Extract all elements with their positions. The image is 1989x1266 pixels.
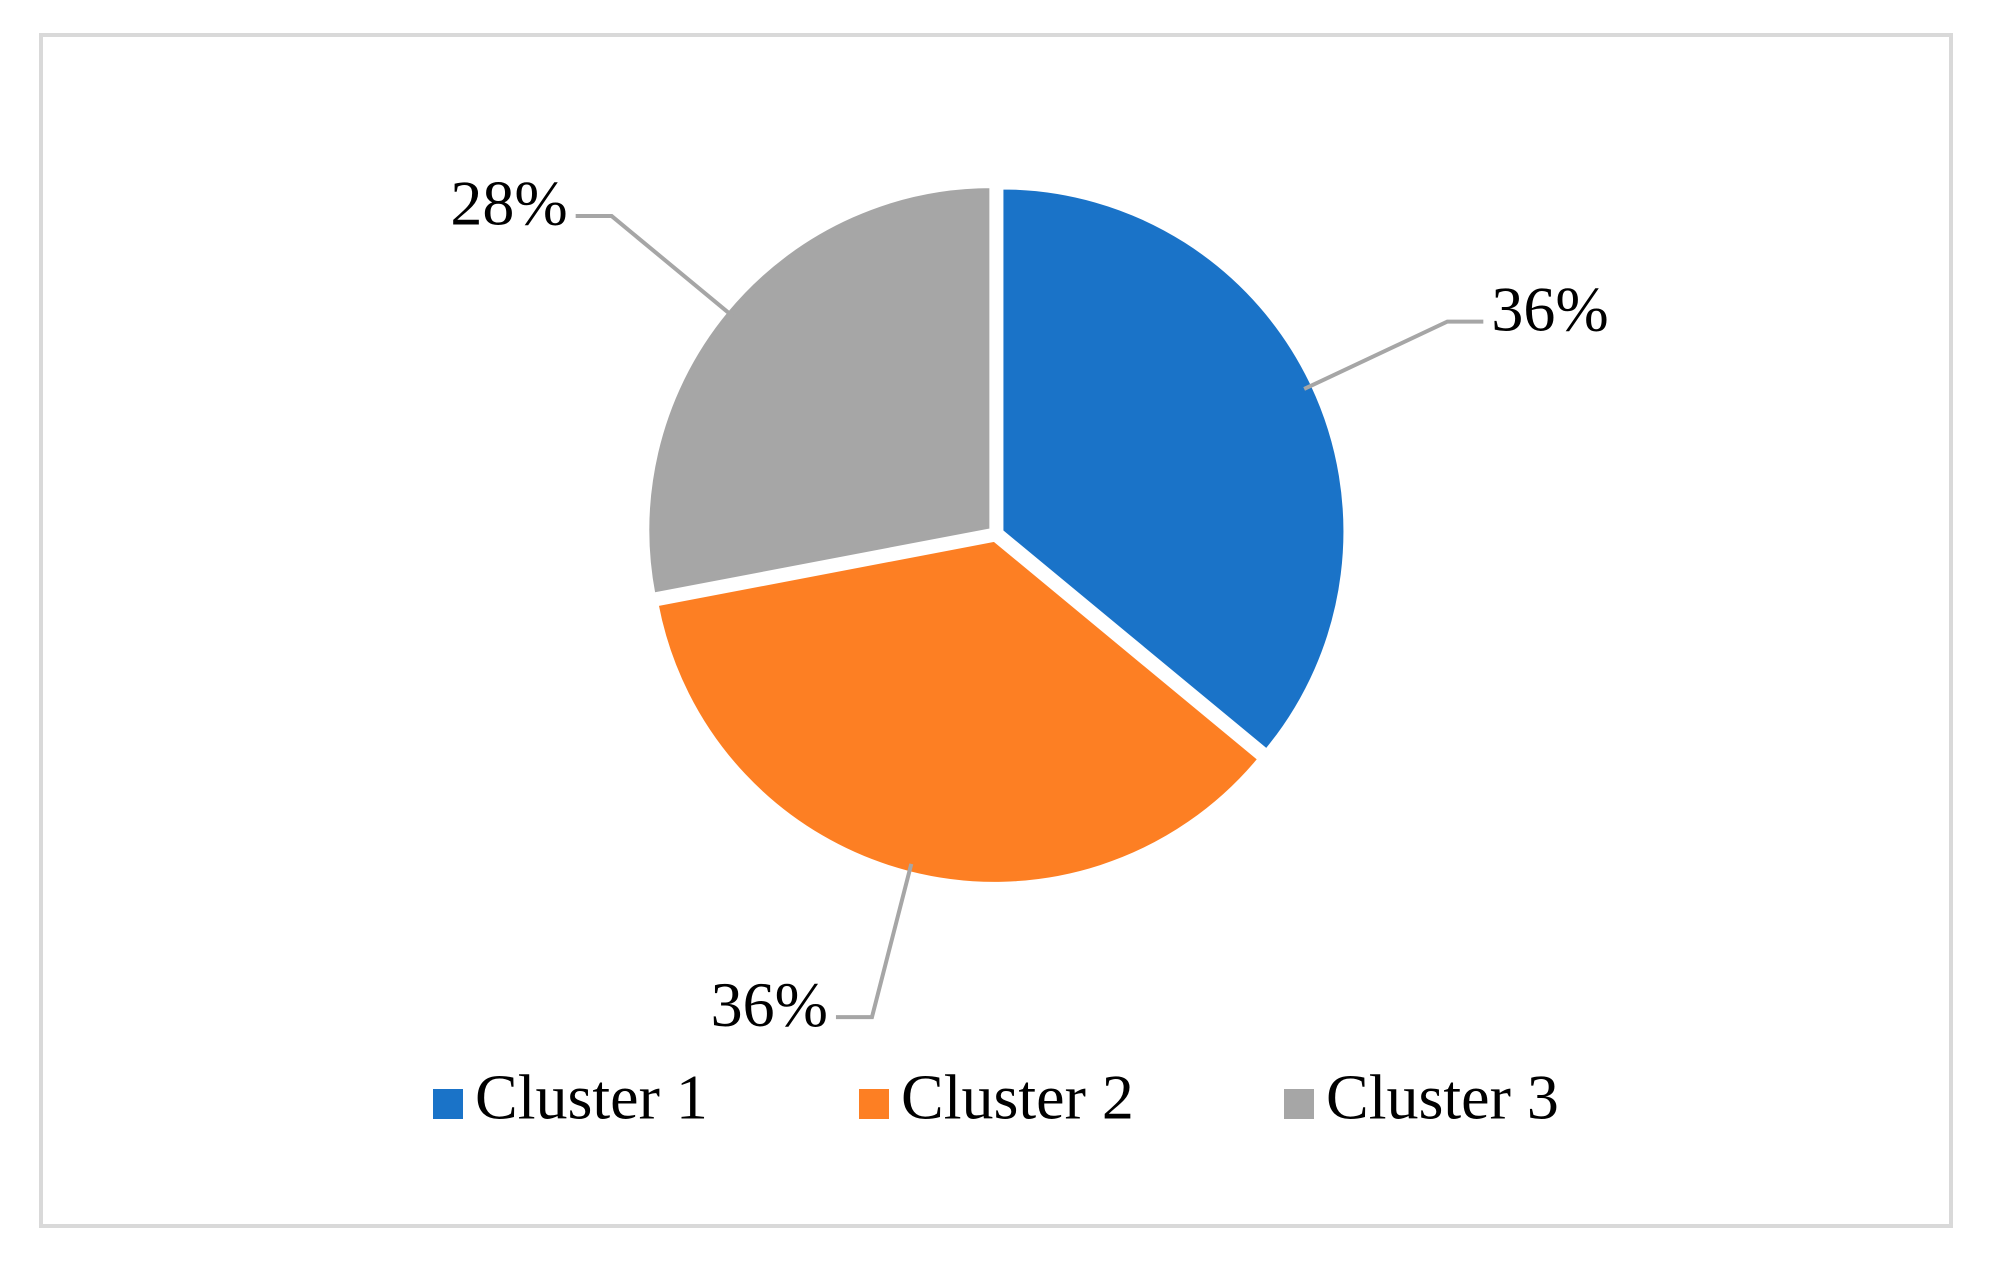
leader-line xyxy=(835,863,914,1020)
legend-swatch xyxy=(1284,1089,1314,1119)
data-label: 36% xyxy=(1491,273,1608,344)
legend-label: Cluster 2 xyxy=(901,1062,1134,1133)
data-label: 36% xyxy=(711,969,828,1040)
leader-line xyxy=(575,214,735,319)
legend-swatch xyxy=(433,1089,463,1119)
legend-label: Cluster 1 xyxy=(475,1062,708,1133)
legend-swatch xyxy=(859,1089,889,1119)
data-label: 28% xyxy=(450,168,567,239)
leader-line xyxy=(1303,319,1484,391)
legend-label: Cluster 3 xyxy=(1326,1062,1559,1133)
